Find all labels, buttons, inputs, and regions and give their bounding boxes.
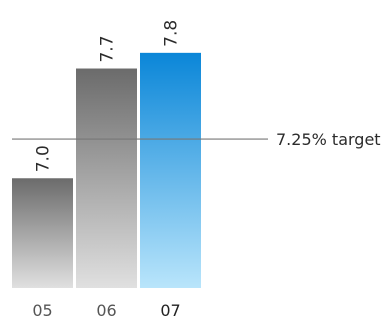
value-label-05: 7.0: [34, 145, 54, 172]
target-label: 7.25% target: [276, 130, 381, 149]
x-tick-labels-group: 05 06 07: [32, 301, 180, 320]
x-tick-label-05: 05: [32, 301, 52, 320]
bar-05: [12, 178, 73, 288]
bars-group: [12, 52, 201, 288]
value-label-06: 7.7: [98, 35, 118, 62]
value-labels-group: 7.0 7.7 7.8: [34, 20, 182, 172]
x-tick-label-06: 06: [96, 301, 116, 320]
value-label-07: 7.8: [162, 20, 182, 47]
bar-06: [76, 68, 137, 288]
bar-07: [140, 52, 201, 288]
x-tick-label-07: 07: [160, 301, 180, 320]
